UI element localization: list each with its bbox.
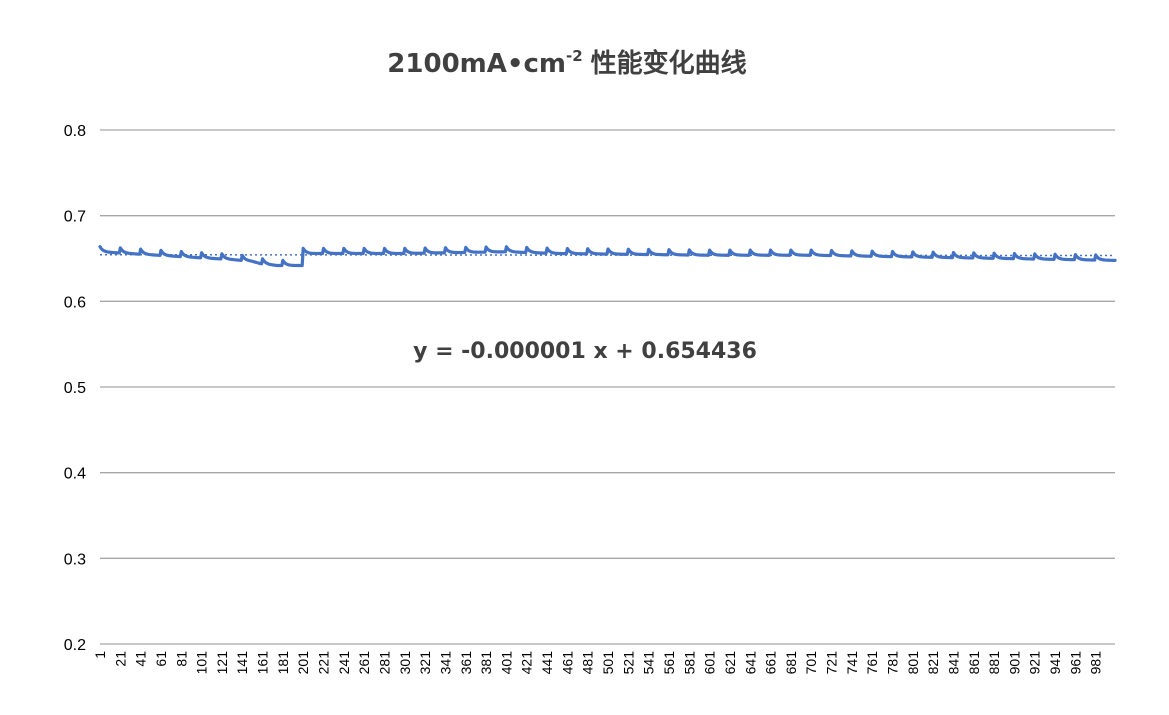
x-tick-label: 701 [803,651,819,675]
chart-title-suffix: 性能变化曲线 [591,48,747,79]
y-tick-label: 0.5 [64,380,86,397]
x-tick-label: 481 [580,651,596,675]
chart-title-superscript: -2 [566,47,583,65]
x-tick-label: 821 [925,651,941,675]
x-tick-label: 601 [702,651,718,675]
x-tick-label: 41 [133,651,149,667]
x-tick-label: 961 [1067,651,1083,675]
x-tick-label: 441 [539,651,555,675]
x-tick-label: 581 [681,651,697,675]
x-tick-label: 281 [376,651,392,675]
x-tick-label: 921 [1027,651,1043,675]
x-tick-label: 781 [884,651,900,675]
y-tick-label: 0.3 [64,551,86,568]
y-axis-tick-labels: 0.2 0.3 0.4 0.5 0.6 0.7 0.8 [64,123,86,654]
x-tick-label: 541 [641,651,657,675]
y-tick-label: 0.6 [64,294,86,311]
x-tick-label: 161 [255,651,271,675]
x-tick-label: 681 [783,651,799,675]
x-tick-label: 641 [742,651,758,675]
x-tick-label: 521 [620,651,636,675]
chart-title-main: 2100mA•cm [387,49,566,79]
x-tick-label: 901 [1006,651,1022,675]
x-tick-label: 721 [824,651,840,675]
chart-title: 2100mA•cm-2 性能变化曲线 [387,47,746,79]
x-tick-label: 881 [986,651,1002,675]
x-tick-label: 501 [600,651,616,675]
x-tick-label: 301 [397,651,413,675]
x-tick-label: 201 [295,651,311,675]
x-tick-label: 741 [844,651,860,675]
x-tick-label: 341 [437,651,453,675]
x-tick-label: 21 [112,651,128,667]
x-tick-label: 401 [498,651,514,675]
x-tick-label: 321 [417,651,433,675]
x-tick-label: 981 [1088,651,1104,675]
x-tick-label: 661 [763,651,779,675]
x-tick-label: 381 [478,651,494,675]
x-tick-label: 121 [214,651,230,675]
trendline-equation: y = -0.000001 x + 0.654436 [413,339,757,364]
series-group [98,245,1117,268]
x-tick-label: 801 [905,651,921,675]
x-tick-label: 421 [519,651,535,675]
trendline-group [99,253,1116,257]
trendline [99,253,1116,257]
y-tick-label: 0.2 [64,637,86,654]
x-tick-label: 221 [316,651,332,675]
x-tick-label: 361 [458,651,474,675]
x-axis-tick-labels: 1 21 41 61 81 101 121 141 161 181 201 221 241 261 281 3… [92,651,1104,675]
y-tick-label: 0.7 [64,209,86,226]
x-tick-label: 61 [153,651,169,667]
y-tick-label: 0.4 [64,466,86,483]
x-tick-label: 1 [92,651,108,659]
x-tick-label: 561 [661,651,677,675]
x-tick-label: 941 [1047,651,1063,675]
x-tick-label: 841 [945,651,961,675]
x-tick-label: 761 [864,651,880,675]
gridlines [100,129,1115,645]
x-tick-label: 81 [173,651,189,667]
y-tick-label: 0.8 [64,123,86,140]
x-tick-label: 141 [234,651,250,675]
series-line-0 [98,245,1117,268]
x-tick-label: 621 [722,651,738,675]
x-tick-label: 241 [336,651,352,675]
x-tick-label: 861 [966,651,982,675]
x-tick-label: 181 [275,651,291,675]
x-tick-label: 101 [194,651,210,675]
x-tick-label: 461 [559,651,575,675]
x-tick-label: 261 [356,651,372,675]
